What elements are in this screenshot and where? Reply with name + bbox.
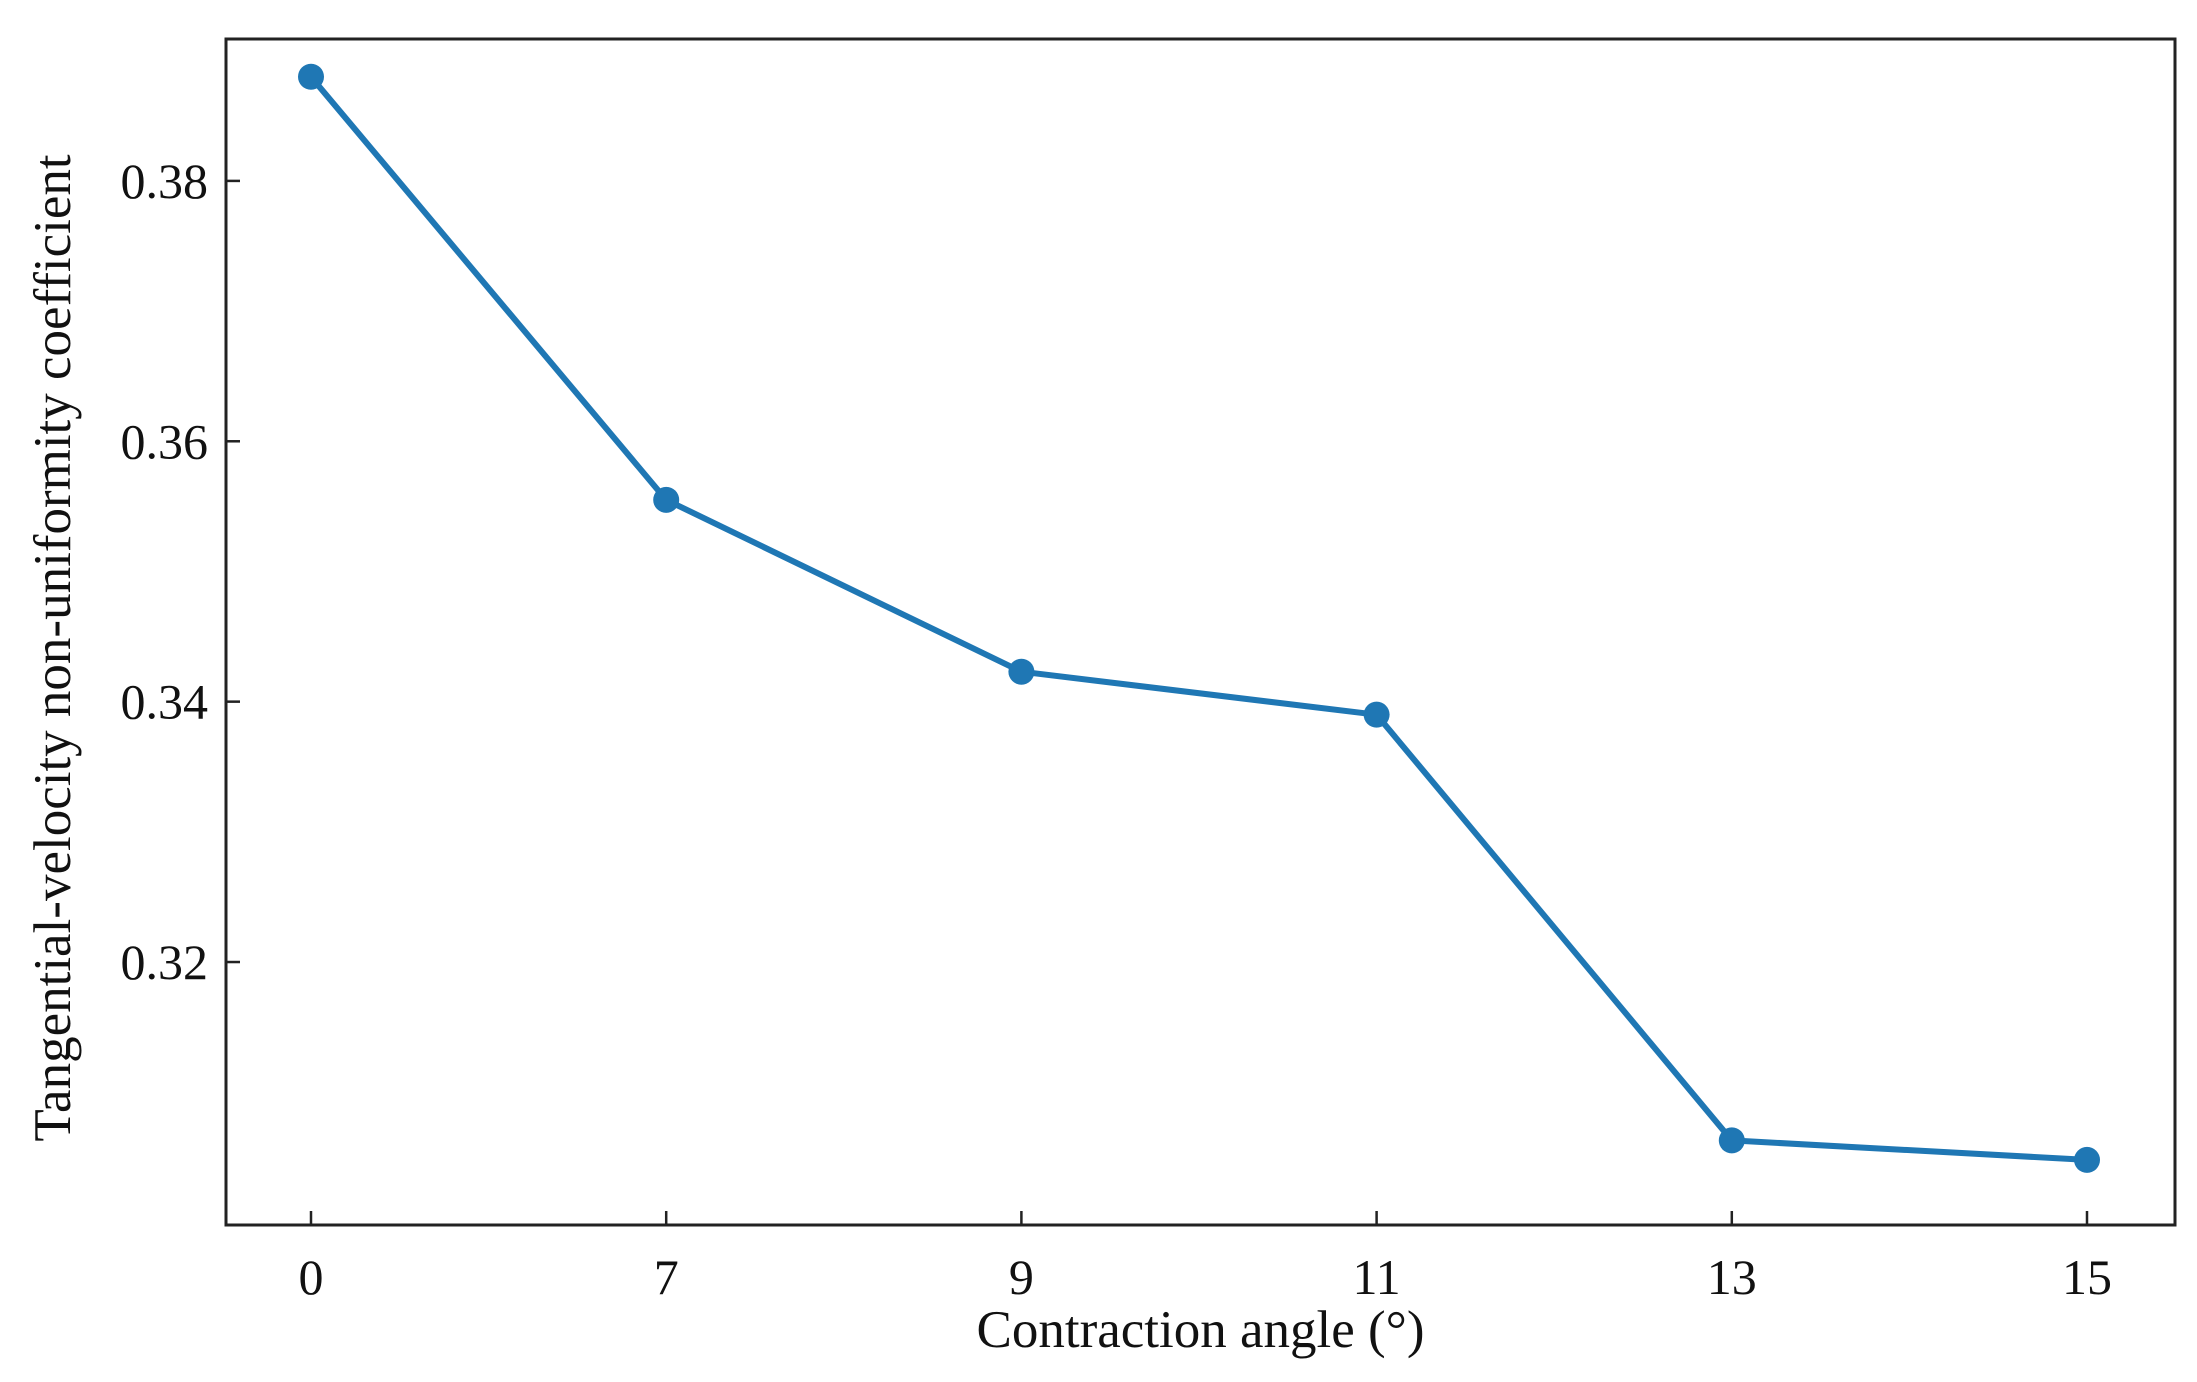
x-tick-label: 7 — [654, 1249, 679, 1305]
y-axis-label: Tangential-velocity non-uniformity coeff… — [24, 154, 82, 1142]
data-point — [653, 486, 680, 513]
x-tick-label: 9 — [1009, 1249, 1034, 1305]
data-point — [298, 63, 324, 90]
y-tick-label: 0.38 — [121, 153, 209, 209]
x-tick-label: 15 — [2062, 1249, 2112, 1305]
series-line — [308, 73, 2090, 1163]
plot-area-frame — [224, 37, 2177, 1227]
x-tick-label: 0 — [299, 1249, 324, 1305]
y-tick-label: 0.34 — [121, 674, 209, 730]
x-axis-label: Contraction angle (°) — [977, 1301, 1425, 1359]
series-markers — [298, 63, 2100, 1173]
data-point — [1363, 701, 1390, 728]
x-tick-label: 11 — [1353, 1249, 1401, 1305]
y-tick-label: 0.32 — [121, 934, 209, 990]
x-tick-label: 13 — [1707, 1249, 1757, 1305]
data-point — [1718, 1127, 1745, 1154]
x-axis: 0 7 9 11 13 15 — [299, 1211, 2112, 1305]
y-axis: 0.32 0.34 0.36 0.38 — [121, 153, 240, 990]
y-tick-label: 0.36 — [121, 413, 209, 469]
data-point — [2074, 1146, 2100, 1173]
data-point — [1008, 658, 1035, 685]
